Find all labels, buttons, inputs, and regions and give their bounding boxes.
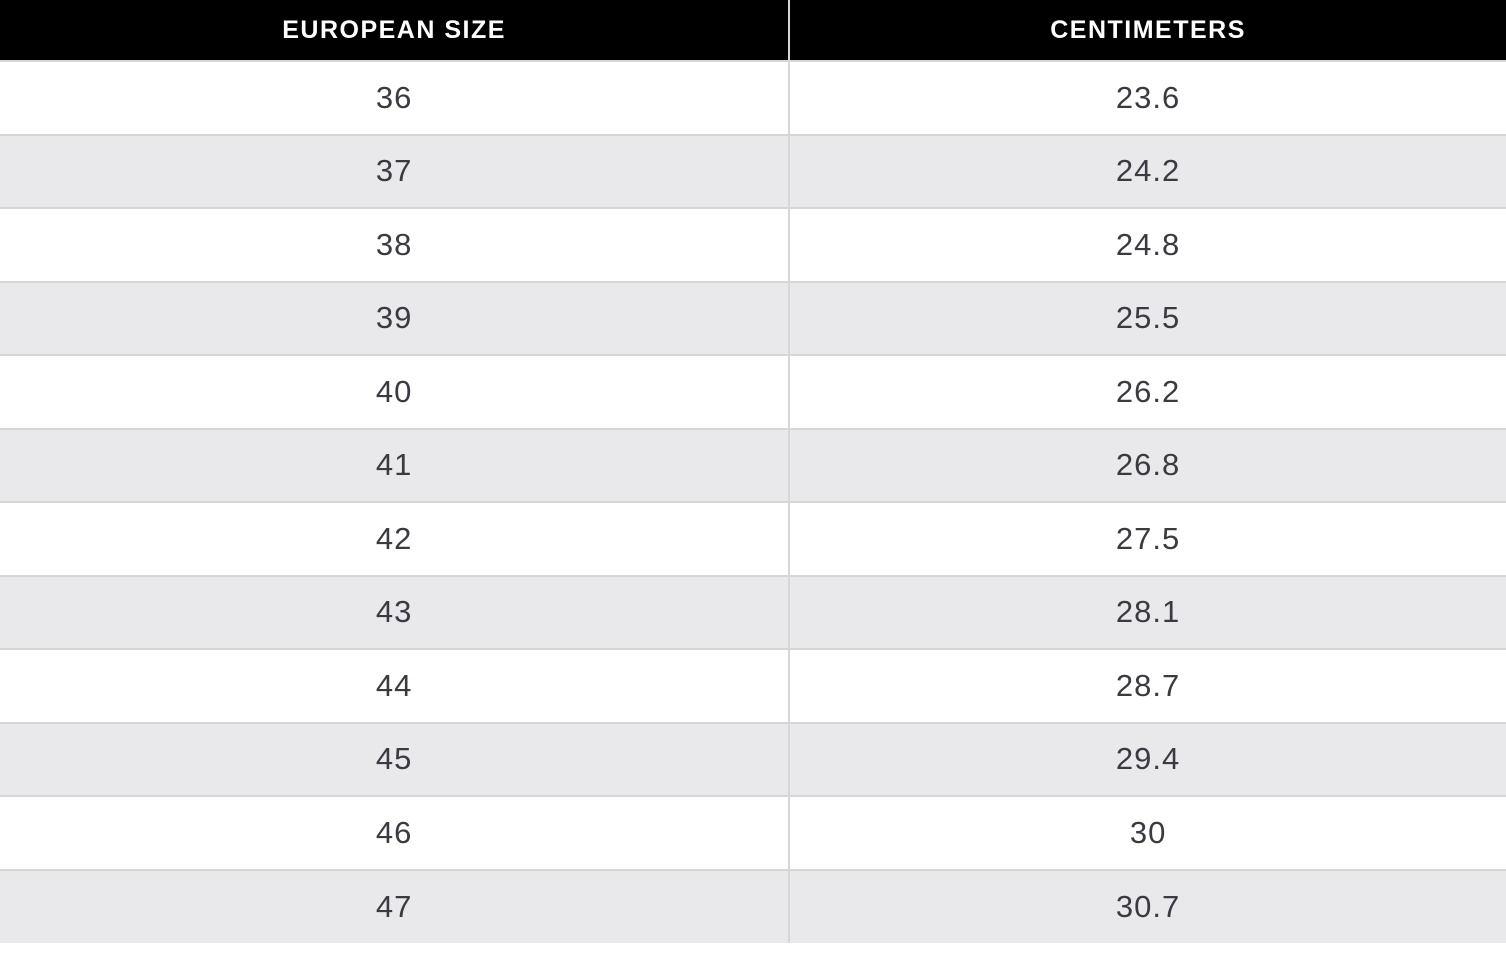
- european-size-cell: 41: [0, 427, 791, 503]
- european-size-cell: 42: [0, 501, 791, 577]
- table-body: 36 23.6 37 24.2 38 24.8 39 25.5 40 26.2 41 26.8 42 27…: [0, 60, 1506, 944]
- table-header-row: EUROPEAN SIZE CENTIMETERS: [0, 0, 1506, 62]
- european-size-cell: 36: [0, 60, 791, 136]
- european-size-cell: 46: [0, 795, 791, 871]
- centimeters-cell: 24.2: [788, 133, 1506, 209]
- centimeters-cell: 30.7: [788, 868, 1506, 944]
- european-size-cell: 40: [0, 354, 791, 430]
- centimeters-cell: 29.4: [788, 721, 1506, 797]
- column-header-european-size: EUROPEAN SIZE: [0, 0, 791, 62]
- table-row: 41 26.8: [0, 427, 1506, 503]
- table-row: 40 26.2: [0, 354, 1506, 430]
- table-row: 39 25.5: [0, 280, 1506, 356]
- table-row: 44 28.7: [0, 648, 1506, 724]
- centimeters-cell: 25.5: [788, 280, 1506, 356]
- table-row: 38 24.8: [0, 207, 1506, 283]
- european-size-cell: 37: [0, 133, 791, 209]
- european-size-cell: 44: [0, 648, 791, 724]
- table-row: 36 23.6: [0, 60, 1506, 136]
- centimeters-cell: 24.8: [788, 207, 1506, 283]
- european-size-cell: 47: [0, 868, 791, 944]
- table-row: 47 30.7: [0, 868, 1506, 944]
- centimeters-cell: 28.1: [788, 574, 1506, 650]
- table-row: 45 29.4: [0, 721, 1506, 797]
- european-size-cell: 43: [0, 574, 791, 650]
- centimeters-cell: 26.8: [788, 427, 1506, 503]
- european-size-cell: 39: [0, 280, 791, 356]
- table-row: 46 30: [0, 795, 1506, 871]
- column-header-centimeters: CENTIMETERS: [788, 0, 1506, 62]
- size-conversion-table: EUROPEAN SIZE CENTIMETERS 36 23.6 37 24.2 38…: [0, 0, 1506, 944]
- centimeters-cell: 30: [788, 795, 1506, 871]
- table-row: 42 27.5: [0, 501, 1506, 577]
- centimeters-cell: 26.2: [788, 354, 1506, 430]
- table-header: EUROPEAN SIZE CENTIMETERS: [0, 0, 1506, 62]
- centimeters-cell: 23.6: [788, 60, 1506, 136]
- european-size-cell: 45: [0, 721, 791, 797]
- european-size-cell: 38: [0, 207, 791, 283]
- table-row: 37 24.2: [0, 133, 1506, 209]
- centimeters-cell: 27.5: [788, 501, 1506, 577]
- table-row: 43 28.1: [0, 574, 1506, 650]
- centimeters-cell: 28.7: [788, 648, 1506, 724]
